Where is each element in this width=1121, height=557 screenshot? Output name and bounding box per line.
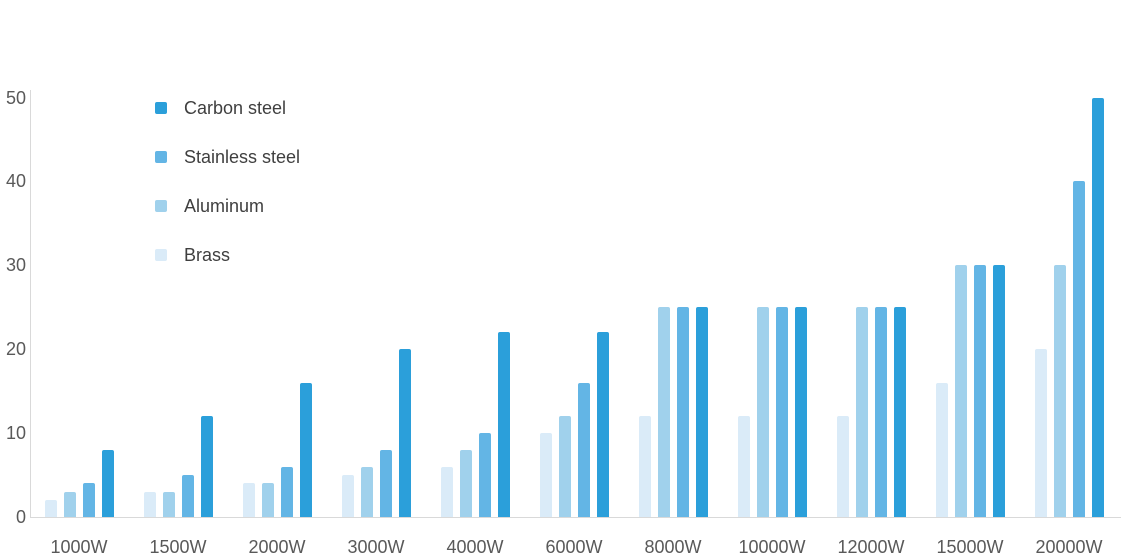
- y-tick-label-30: 30: [5, 255, 26, 276]
- bar-brass-4000W: [441, 466, 453, 517]
- legend-label: Aluminum: [184, 196, 265, 216]
- x-tick-label-10000W: 10000W: [738, 537, 806, 557]
- bar-brass-20000W: [1035, 349, 1047, 517]
- bar-brass-3000W: [342, 475, 354, 517]
- y-tick-label-40: 40: [5, 171, 26, 192]
- bar-stainless-steel-1500W: [182, 475, 194, 517]
- bar-carbon-steel-4000W: [498, 332, 510, 517]
- bar-aluminum-4000W: [460, 449, 472, 517]
- bar-carbon-steel-15000W: [993, 265, 1005, 517]
- bar-brass-15000W: [936, 382, 948, 517]
- bar-brass-1500W: [144, 491, 156, 517]
- bar-carbon-steel-2000W: [300, 382, 312, 517]
- x-tick-label-1000W: 1000W: [50, 537, 108, 557]
- bar-brass-8000W: [639, 416, 651, 517]
- bar-aluminum-15000W: [955, 265, 967, 517]
- y-axis-line: [30, 90, 31, 517]
- x-tick-label-1500W: 1500W: [149, 537, 207, 557]
- bar-aluminum-10000W: [757, 307, 769, 517]
- bar-stainless-steel-4000W: [479, 433, 491, 517]
- bar-stainless-steel-1000W: [83, 483, 95, 517]
- x-tick-label-2000W: 2000W: [248, 537, 306, 557]
- legend-swatch-icon: [155, 200, 167, 212]
- bar-carbon-steel-12000W: [894, 307, 906, 517]
- y-tick-label-10: 10: [5, 423, 26, 444]
- bar-aluminum-6000W: [559, 416, 571, 517]
- bar-brass-12000W: [837, 416, 849, 517]
- x-axis-line: [30, 517, 1121, 518]
- x-tick-label-15000W: 15000W: [936, 537, 1004, 557]
- y-tick-label-20: 20: [5, 339, 26, 360]
- bar-stainless-steel-20000W: [1073, 181, 1085, 517]
- bar-aluminum-1000W: [64, 491, 76, 517]
- y-tick-label-0: 0: [15, 507, 26, 527]
- bar-aluminum-12000W: [856, 307, 868, 517]
- y-tick-label-50: 50: [5, 87, 26, 108]
- bar-stainless-steel-6000W: [578, 382, 590, 517]
- legend-item-aluminum: Aluminum: [155, 197, 264, 215]
- bar-stainless-steel-12000W: [875, 307, 887, 517]
- bar-aluminum-1500W: [163, 491, 175, 517]
- bar-brass-10000W: [738, 416, 750, 517]
- legend-swatch-icon: [155, 249, 167, 261]
- bar-aluminum-8000W: [658, 307, 670, 517]
- bar-carbon-steel-1000W: [102, 449, 114, 517]
- bar-stainless-steel-3000W: [380, 449, 392, 517]
- legend-label: Stainless steel: [184, 147, 301, 167]
- legend-item-brass: Brass: [155, 246, 230, 264]
- bar-carbon-steel-6000W: [597, 332, 609, 517]
- x-tick-label-6000W: 6000W: [545, 537, 603, 557]
- x-tick-label-20000W: 20000W: [1035, 537, 1103, 557]
- bar-carbon-steel-8000W: [696, 307, 708, 517]
- bar-stainless-steel-10000W: [776, 307, 788, 517]
- bar-aluminum-20000W: [1054, 265, 1066, 517]
- legend-swatch-icon: [155, 102, 167, 114]
- bar-carbon-steel-10000W: [795, 307, 807, 517]
- x-tick-label-8000W: 8000W: [644, 537, 702, 557]
- legend-swatch-icon: [155, 151, 167, 163]
- bar-carbon-steel-3000W: [399, 349, 411, 517]
- bar-carbon-steel-1500W: [201, 416, 213, 517]
- bar-carbon-steel-20000W: [1092, 97, 1104, 517]
- legend-label: Brass: [184, 245, 231, 265]
- bar-aluminum-2000W: [262, 483, 274, 517]
- bar-brass-1000W: [45, 500, 57, 517]
- bar-stainless-steel-8000W: [677, 307, 689, 517]
- bar-aluminum-3000W: [361, 466, 373, 517]
- bar-stainless-steel-2000W: [281, 466, 293, 517]
- bar-brass-6000W: [540, 433, 552, 517]
- bar-brass-2000W: [243, 483, 255, 517]
- x-tick-label-4000W: 4000W: [446, 537, 504, 557]
- x-tick-label-12000W: 12000W: [837, 537, 905, 557]
- x-tick-label-3000W: 3000W: [347, 537, 405, 557]
- legend-item-carbon-steel: Carbon steel: [155, 99, 286, 117]
- legend-item-stainless-steel: Stainless steel: [155, 148, 300, 166]
- legend-label: Carbon steel: [184, 98, 287, 118]
- bar-stainless-steel-15000W: [974, 265, 986, 517]
